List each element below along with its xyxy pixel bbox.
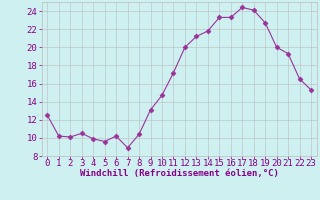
X-axis label: Windchill (Refroidissement éolien,°C): Windchill (Refroidissement éolien,°C) [80,169,279,178]
